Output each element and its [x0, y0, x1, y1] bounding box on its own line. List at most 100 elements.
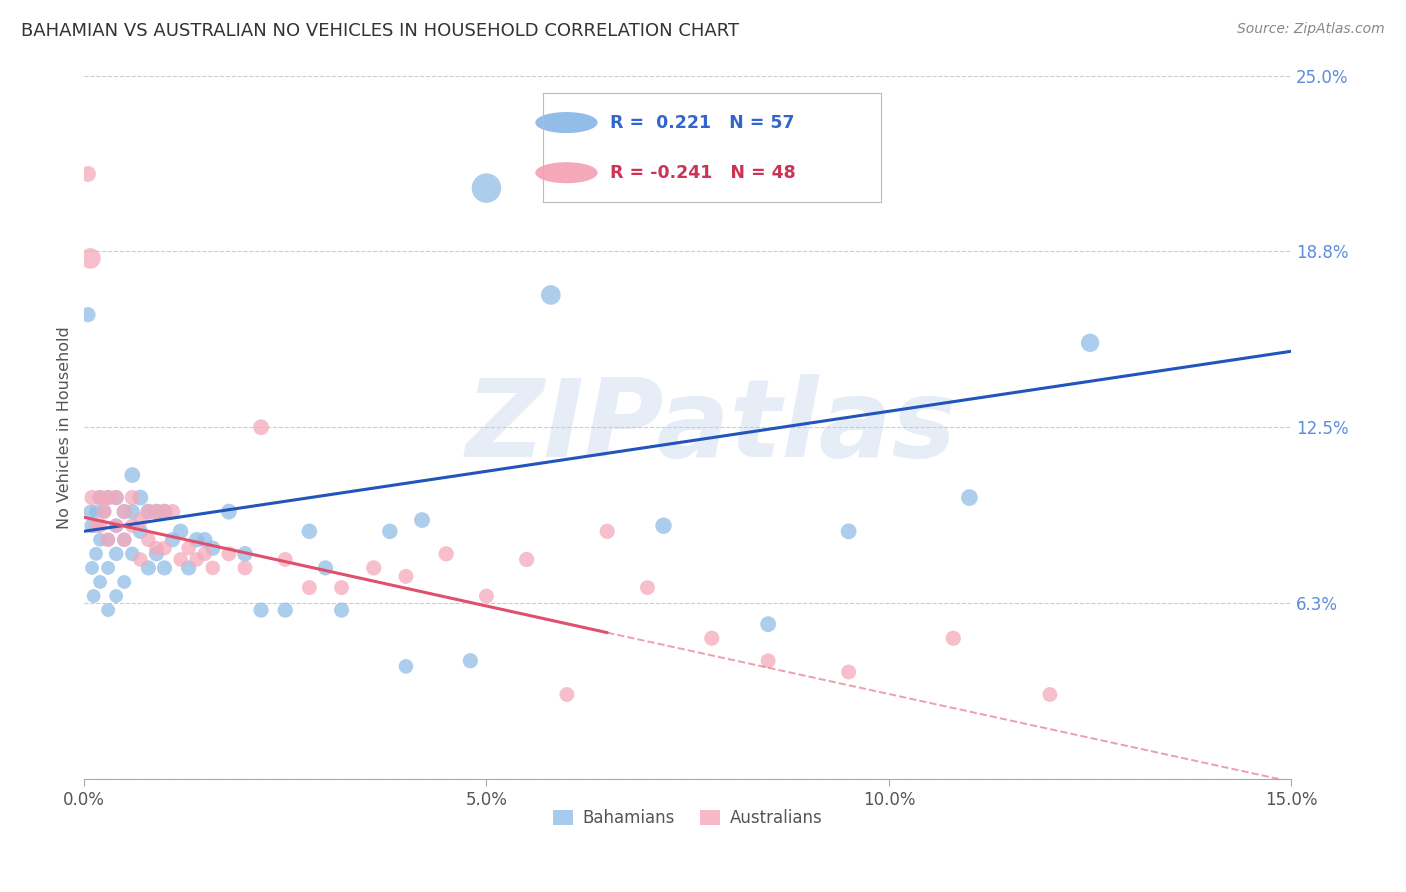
Point	[97, 491, 120, 505]
Point	[112, 574, 135, 589]
Point	[233, 547, 256, 561]
Point	[153, 505, 176, 519]
Point	[105, 547, 128, 561]
Point	[411, 513, 433, 527]
Point	[145, 505, 167, 519]
Point	[756, 654, 779, 668]
Point	[177, 541, 200, 556]
Point	[395, 569, 418, 583]
Point	[540, 288, 562, 302]
Point	[112, 505, 135, 519]
Point	[460, 654, 482, 668]
Point	[434, 547, 457, 561]
Point	[169, 552, 191, 566]
Point	[138, 505, 160, 519]
Point	[79, 505, 101, 519]
Point	[97, 491, 120, 505]
Point	[129, 491, 152, 505]
Point	[80, 491, 103, 505]
Point	[274, 552, 297, 566]
Point	[838, 665, 860, 679]
Y-axis label: No Vehicles in Household: No Vehicles in Household	[58, 326, 72, 529]
Point	[145, 541, 167, 556]
Point	[105, 491, 128, 505]
Point	[363, 561, 385, 575]
Point	[105, 518, 128, 533]
Point	[942, 632, 965, 646]
Point	[378, 524, 401, 539]
Point	[145, 547, 167, 561]
Point	[274, 603, 297, 617]
Point	[1039, 688, 1062, 702]
Point	[700, 632, 723, 646]
Point	[756, 617, 779, 632]
Point	[153, 505, 176, 519]
Point	[153, 561, 176, 575]
Point	[1078, 335, 1101, 350]
Point	[218, 547, 240, 561]
Legend: Bahamians, Australians: Bahamians, Australians	[546, 803, 830, 834]
Point	[138, 561, 160, 575]
Point	[80, 518, 103, 533]
Point	[475, 181, 498, 195]
Point	[84, 547, 107, 561]
Point	[89, 574, 111, 589]
Point	[89, 491, 111, 505]
Point	[330, 603, 353, 617]
Point	[652, 518, 675, 533]
Text: BAHAMIAN VS AUSTRALIAN NO VEHICLES IN HOUSEHOLD CORRELATION CHART: BAHAMIAN VS AUSTRALIAN NO VEHICLES IN HO…	[21, 22, 740, 40]
Text: Source: ZipAtlas.com: Source: ZipAtlas.com	[1237, 22, 1385, 37]
Point	[186, 552, 208, 566]
Point	[145, 505, 167, 519]
Point	[250, 603, 273, 617]
Point	[121, 491, 143, 505]
Point	[330, 581, 353, 595]
Point	[129, 513, 152, 527]
Point	[169, 524, 191, 539]
Point	[112, 533, 135, 547]
Point	[112, 505, 135, 519]
Point	[83, 589, 105, 603]
Point	[97, 603, 120, 617]
Point	[77, 167, 100, 181]
Point	[121, 518, 143, 533]
Point	[218, 505, 240, 519]
Point	[105, 491, 128, 505]
Point	[555, 688, 578, 702]
Point	[153, 541, 176, 556]
Point	[201, 561, 224, 575]
Point	[250, 420, 273, 434]
Point	[596, 524, 619, 539]
Point	[138, 505, 160, 519]
Point	[162, 505, 184, 519]
Point	[89, 491, 111, 505]
Point	[298, 581, 321, 595]
Point	[97, 561, 120, 575]
Point	[80, 561, 103, 575]
Point	[516, 552, 538, 566]
Point	[93, 505, 115, 519]
Point	[838, 524, 860, 539]
Point	[186, 533, 208, 547]
Point	[121, 547, 143, 561]
Point	[121, 468, 143, 483]
Point	[84, 518, 107, 533]
Point	[177, 561, 200, 575]
Point	[97, 533, 120, 547]
Point	[194, 533, 217, 547]
Point	[201, 541, 224, 556]
Point	[105, 589, 128, 603]
Text: ZIPatlas: ZIPatlas	[467, 375, 957, 480]
Point	[129, 524, 152, 539]
Point	[93, 505, 115, 519]
Point	[79, 252, 101, 266]
Point	[138, 533, 160, 547]
Point	[475, 589, 498, 603]
Point	[314, 561, 336, 575]
Point	[129, 552, 152, 566]
Point	[89, 533, 111, 547]
Point	[957, 491, 980, 505]
Point	[636, 581, 658, 595]
Point	[77, 308, 100, 322]
Point	[298, 524, 321, 539]
